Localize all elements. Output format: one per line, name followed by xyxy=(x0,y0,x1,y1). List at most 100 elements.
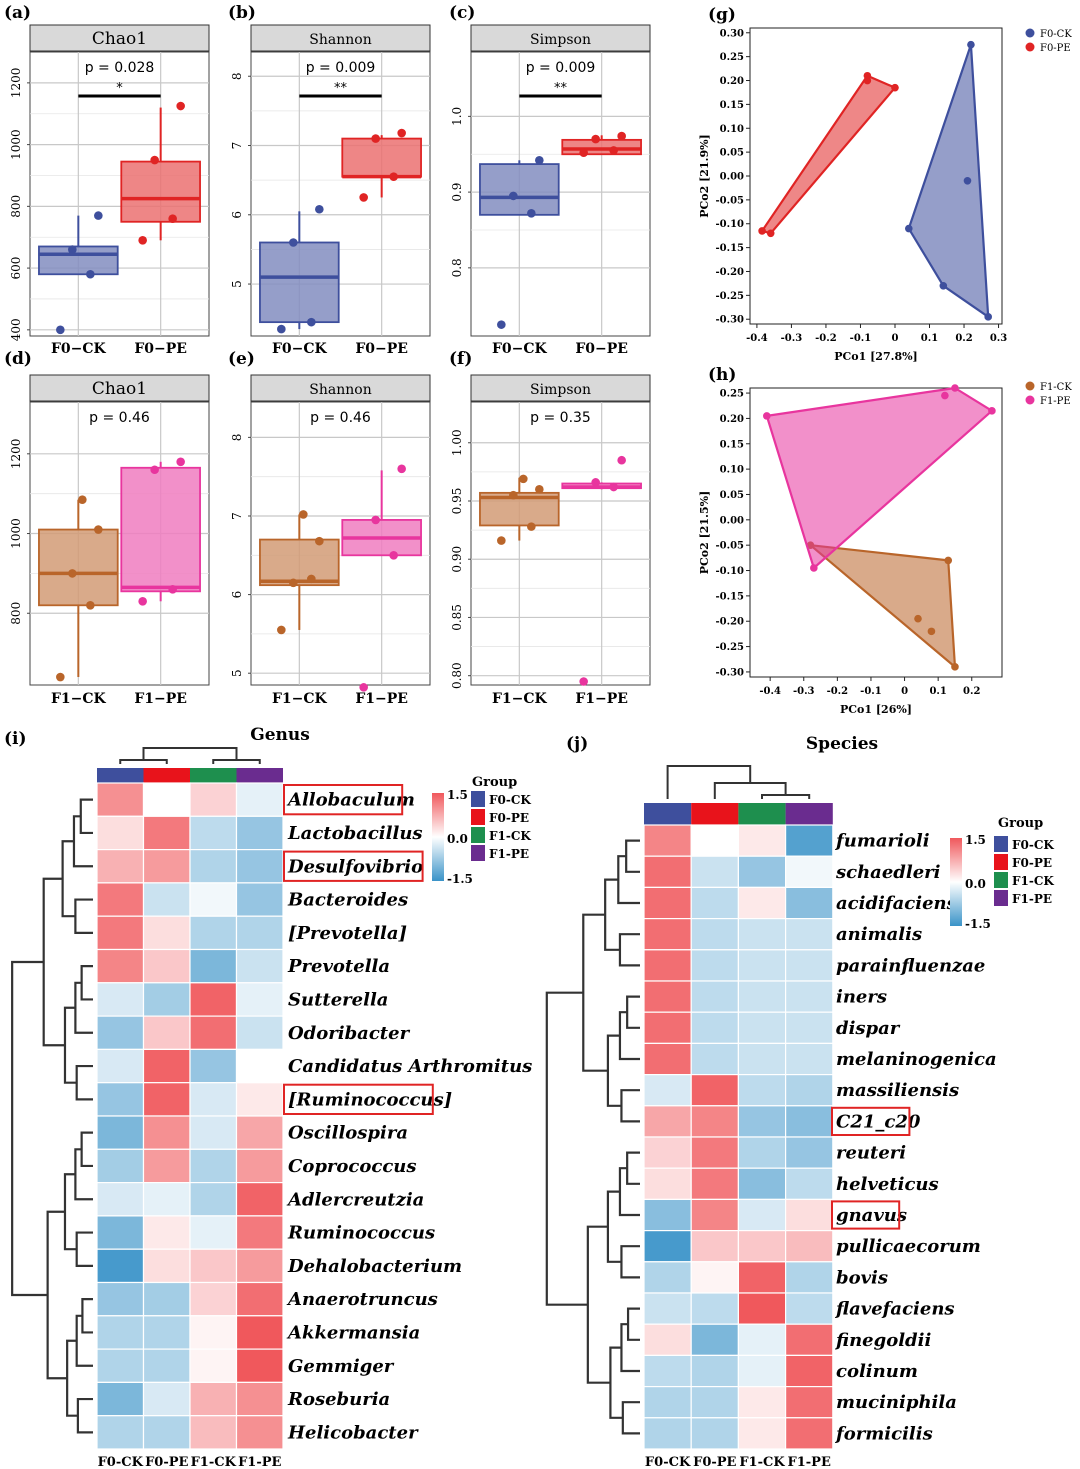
data-point xyxy=(138,596,147,606)
legend-item: F0-CK xyxy=(489,793,531,807)
data-point xyxy=(78,495,87,504)
heatmap-cell xyxy=(96,1248,145,1284)
heatmap-cell xyxy=(737,1011,787,1045)
data-point xyxy=(944,556,953,565)
data-point xyxy=(617,455,626,465)
legend-marker xyxy=(1025,28,1035,38)
heatmap-cell xyxy=(189,882,238,917)
heatmap-cell xyxy=(784,1136,834,1169)
x-axis-label: PCo1 [26%] xyxy=(840,703,912,716)
y-tick-label: 7 xyxy=(230,512,244,520)
y-tick-label: -0.10 xyxy=(715,219,744,230)
heatmap-cell xyxy=(189,915,238,951)
heatmap-cell xyxy=(142,848,191,884)
heatmap-cell xyxy=(96,1015,145,1050)
color-scale xyxy=(432,793,444,881)
row-label: Bacteroides xyxy=(287,890,408,911)
heatmap-cell xyxy=(737,1292,787,1325)
y-tick-label: 0.85 xyxy=(450,604,464,631)
heatmap-cell xyxy=(784,886,834,920)
scale-label: 0.0 xyxy=(965,877,986,891)
y-tick-label: 0.05 xyxy=(720,490,744,501)
y-tick-label: 5 xyxy=(230,280,244,288)
x-tick-label: 0.2 xyxy=(963,686,980,697)
panel-a: (a) Chao1 400 600 800 1000 1200 F0−CK F0−PE p = 0… xyxy=(4,3,210,357)
legend-label: F0-PE xyxy=(1040,43,1071,54)
heatmap-cell xyxy=(235,948,284,984)
row-label: Odoribacter xyxy=(288,1023,411,1044)
row-label: bovis xyxy=(836,1267,888,1288)
data-point xyxy=(68,245,77,254)
heatmap-cell xyxy=(690,1229,740,1263)
heatmap-cell xyxy=(96,1115,145,1150)
x-tick-label: F0−CK xyxy=(51,341,107,357)
x-tick-label: F0−PE xyxy=(575,341,628,357)
y-tick-label: 1200 xyxy=(9,68,23,99)
heatmap-cell xyxy=(142,1381,191,1417)
heatmap-cell xyxy=(142,882,191,917)
row-label: Ruminococcus xyxy=(287,1223,435,1244)
heatmap-cell xyxy=(142,782,191,817)
heatmap-cell xyxy=(235,1048,284,1084)
panel-label: (g) xyxy=(708,5,736,25)
hull-F1-CK xyxy=(809,544,957,668)
heatmap-cell xyxy=(737,1198,787,1232)
legend-item: F0-PE xyxy=(489,811,529,825)
row-label: gnavus xyxy=(836,1205,907,1226)
row-label: pullicaecorum xyxy=(836,1236,981,1257)
panel-title: Chao1 xyxy=(92,379,147,399)
row-dendrogram xyxy=(626,1307,640,1341)
data-point xyxy=(56,325,65,335)
data-point xyxy=(914,614,922,623)
data-point xyxy=(617,131,626,141)
column-group-bar xyxy=(644,803,692,825)
data-point xyxy=(863,76,872,85)
heatmap-cell xyxy=(643,1167,692,1200)
y-tick-label: -0.20 xyxy=(715,617,744,628)
heatmap-cell xyxy=(643,980,692,1013)
column-label: F0-CK xyxy=(645,1455,691,1469)
heatmap-cell xyxy=(690,1167,740,1200)
heatmap-cell xyxy=(784,1105,834,1138)
legend-label: F1-PE xyxy=(1040,396,1071,407)
data-point xyxy=(289,238,298,247)
heatmap-cell xyxy=(643,1073,692,1107)
highlight-box xyxy=(831,1106,911,1137)
y-tick-label: 0.8 xyxy=(450,258,464,277)
x-tick-label: -0.2 xyxy=(827,686,849,697)
column-group-bar xyxy=(236,768,283,783)
heatmap-cell xyxy=(690,1105,740,1138)
column-group-bar xyxy=(785,803,833,825)
data-point xyxy=(315,204,324,214)
strip-header xyxy=(250,374,431,402)
data-point xyxy=(150,465,159,475)
heatmap-cell xyxy=(643,1385,692,1419)
panel-title: Simpson xyxy=(530,32,591,48)
row-label: formicilis xyxy=(834,1423,933,1444)
heatmap-cell xyxy=(690,1261,740,1294)
heatmap-cell xyxy=(189,1082,238,1117)
scale-label: -1.5 xyxy=(447,872,473,886)
heatmap-cell xyxy=(189,1315,238,1350)
heatmap-cell xyxy=(96,1281,145,1317)
heatmap-cell xyxy=(235,1148,284,1184)
x-tick-label: F0−PE xyxy=(134,341,187,357)
data-point xyxy=(277,324,286,334)
data-point xyxy=(766,229,775,238)
heatmap-cell xyxy=(643,1354,692,1388)
legend-swatch xyxy=(994,836,1008,852)
column-group-bar xyxy=(691,803,739,825)
box xyxy=(120,466,201,593)
row-dendrogram xyxy=(79,798,93,835)
heatmap-cell xyxy=(784,1167,834,1200)
heatmap-cell xyxy=(737,949,787,982)
x-tick-label: F0−PE xyxy=(355,341,408,357)
heatmap-cell xyxy=(690,980,740,1013)
x-tick-label: -0.2 xyxy=(815,333,837,344)
x-tick-label: -0.4 xyxy=(746,333,768,344)
p-value: p = 0.46 xyxy=(89,410,150,426)
y-tick-label: 0.80 xyxy=(450,662,464,689)
legend-swatch xyxy=(471,791,485,807)
heatmap-cell xyxy=(235,1248,284,1284)
data-point xyxy=(94,211,103,220)
